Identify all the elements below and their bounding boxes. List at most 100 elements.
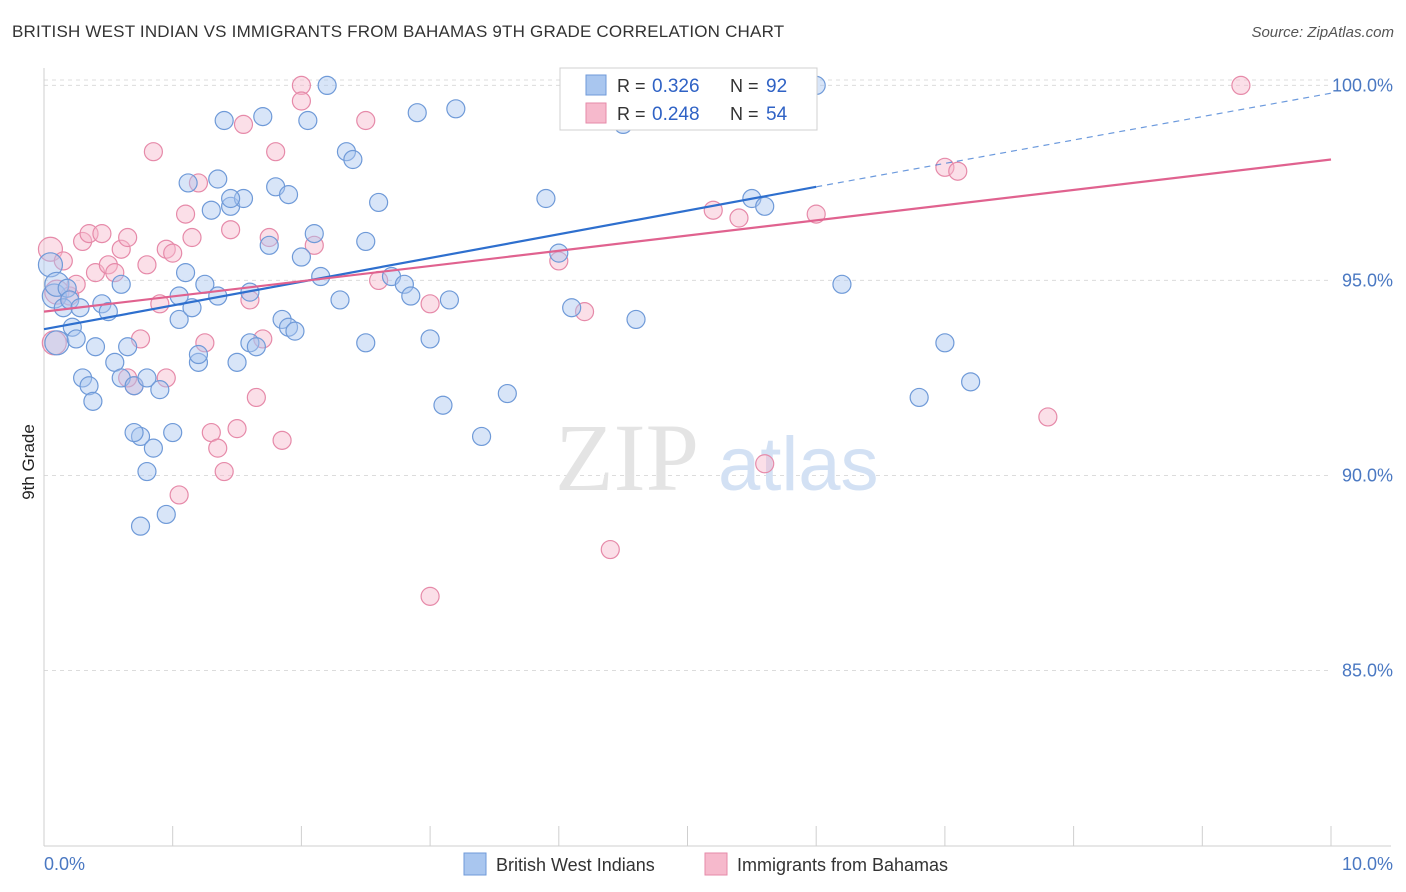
point-blue-72	[433, 395, 453, 415]
legend-n-label-1: N =	[730, 76, 759, 96]
point-blue-30	[188, 352, 209, 372]
point-blue-68	[394, 274, 414, 294]
point-blue-88	[832, 274, 852, 294]
bottom-legend-swatch-blue	[463, 852, 487, 876]
point-blue-73	[439, 290, 460, 310]
y-tick-label-2: 95.0%	[1342, 270, 1393, 290]
legend-n-value-2: 54	[766, 104, 788, 125]
watermark: ZIP atlas	[555, 404, 879, 511]
point-blue-91	[961, 372, 981, 392]
point-pink-33	[246, 387, 266, 408]
point-blue-8	[66, 329, 86, 349]
point-blue-52	[137, 461, 157, 482]
watermark-zip: ZIP	[555, 404, 699, 511]
point-pink-20	[163, 243, 183, 263]
trend-line-blue-dashed	[816, 92, 1332, 188]
y-tick-label-0: 85.0%	[1342, 660, 1393, 680]
point-blue-60	[317, 75, 337, 96]
point-blue-81	[626, 309, 646, 330]
point-blue-59	[278, 185, 299, 205]
point-pink-10	[98, 255, 118, 275]
y-tick-label-3: 100.0%	[1332, 75, 1393, 95]
point-pink-37	[272, 430, 292, 450]
point-pink-9	[92, 224, 112, 244]
point-blue-41	[259, 235, 279, 255]
point-blue-5	[57, 278, 77, 298]
point-pink-23	[182, 227, 202, 248]
point-blue-75	[471, 426, 492, 447]
watermark-atlas: atlas	[718, 422, 879, 507]
point-pink-52	[755, 454, 775, 474]
point-pink-51	[729, 208, 749, 228]
point-pink-34	[253, 329, 273, 349]
point-pink-41	[156, 368, 176, 388]
point-blue-25	[156, 504, 176, 525]
point-blue-40	[253, 107, 273, 127]
point-pink-16	[137, 255, 157, 275]
point-blue-89	[909, 387, 929, 408]
point-blue-74	[446, 99, 466, 119]
point-pink-55	[948, 161, 968, 181]
point-blue-48	[304, 224, 324, 244]
point-pink-53	[806, 204, 826, 224]
point-pink-45	[420, 586, 440, 606]
point-blue-57	[221, 188, 241, 209]
point-blue-28	[175, 263, 196, 283]
grid-lines	[44, 79, 1331, 671]
point-blue-36	[227, 352, 247, 372]
bottom-legend-label-pink: Immigrants from Bahamas	[737, 855, 948, 875]
point-blue-54	[188, 344, 209, 365]
x-tick-labels: 0.0% 10.0%	[44, 854, 1393, 874]
point-pink-30	[227, 419, 247, 439]
chart-title: BRITISH WEST INDIAN VS IMMIGRANTS FROM B…	[12, 22, 785, 41]
point-pink-43	[356, 110, 376, 131]
point-blue-62	[336, 142, 357, 162]
point-blue-86	[755, 196, 775, 216]
series-immigrants-from-bahamas	[37, 75, 1251, 606]
point-blue-19	[118, 337, 138, 357]
point-pink-46	[420, 294, 440, 314]
legend-swatch-pink	[585, 102, 607, 124]
point-blue-70	[407, 103, 427, 123]
point-pink-17	[143, 142, 163, 162]
point-blue-34	[214, 110, 234, 131]
point-blue-22	[137, 368, 157, 388]
point-blue-63	[343, 149, 363, 170]
legend-n-label-2: N =	[730, 104, 759, 124]
point-pink-36	[266, 142, 286, 162]
point-pink-29	[221, 220, 241, 240]
point-pink-25	[195, 333, 215, 353]
point-blue-65	[356, 333, 376, 353]
point-blue-0	[37, 252, 64, 278]
bottom-legend-swatch-pink	[704, 852, 728, 876]
point-blue-79	[562, 298, 582, 318]
point-pink-38	[291, 75, 311, 96]
point-pink-28	[214, 461, 234, 482]
legend: R = 0.326 N = 92 R = 0.248 N = 54	[559, 67, 818, 131]
point-blue-10	[73, 368, 93, 388]
point-pink-22	[175, 204, 196, 224]
point-pink-40	[118, 368, 138, 388]
point-blue-66	[369, 192, 389, 213]
trend-lines	[43, 92, 1332, 331]
point-blue-27	[169, 309, 189, 330]
x-tick-label-0: 0.0%	[44, 854, 85, 874]
point-pink-27	[208, 438, 228, 458]
point-blue-12	[83, 391, 103, 411]
point-blue-32	[201, 200, 221, 220]
point-blue-45	[285, 321, 305, 341]
point-blue-50	[178, 173, 198, 193]
point-pink-42	[291, 91, 311, 111]
point-pink-48	[574, 302, 595, 322]
point-blue-76	[497, 383, 517, 404]
legend-swatch-blue	[585, 74, 607, 96]
trend-line-blue	[43, 185, 817, 331]
legend-n-value-1: 92	[766, 76, 787, 97]
y-axis-label: 9th Grade	[19, 424, 38, 500]
point-blue-23	[143, 438, 163, 458]
point-blue-53	[130, 516, 151, 536]
point-pink-31	[233, 114, 254, 135]
x-tick-label-1: 10.0%	[1342, 854, 1393, 874]
point-pink-21	[169, 485, 189, 505]
